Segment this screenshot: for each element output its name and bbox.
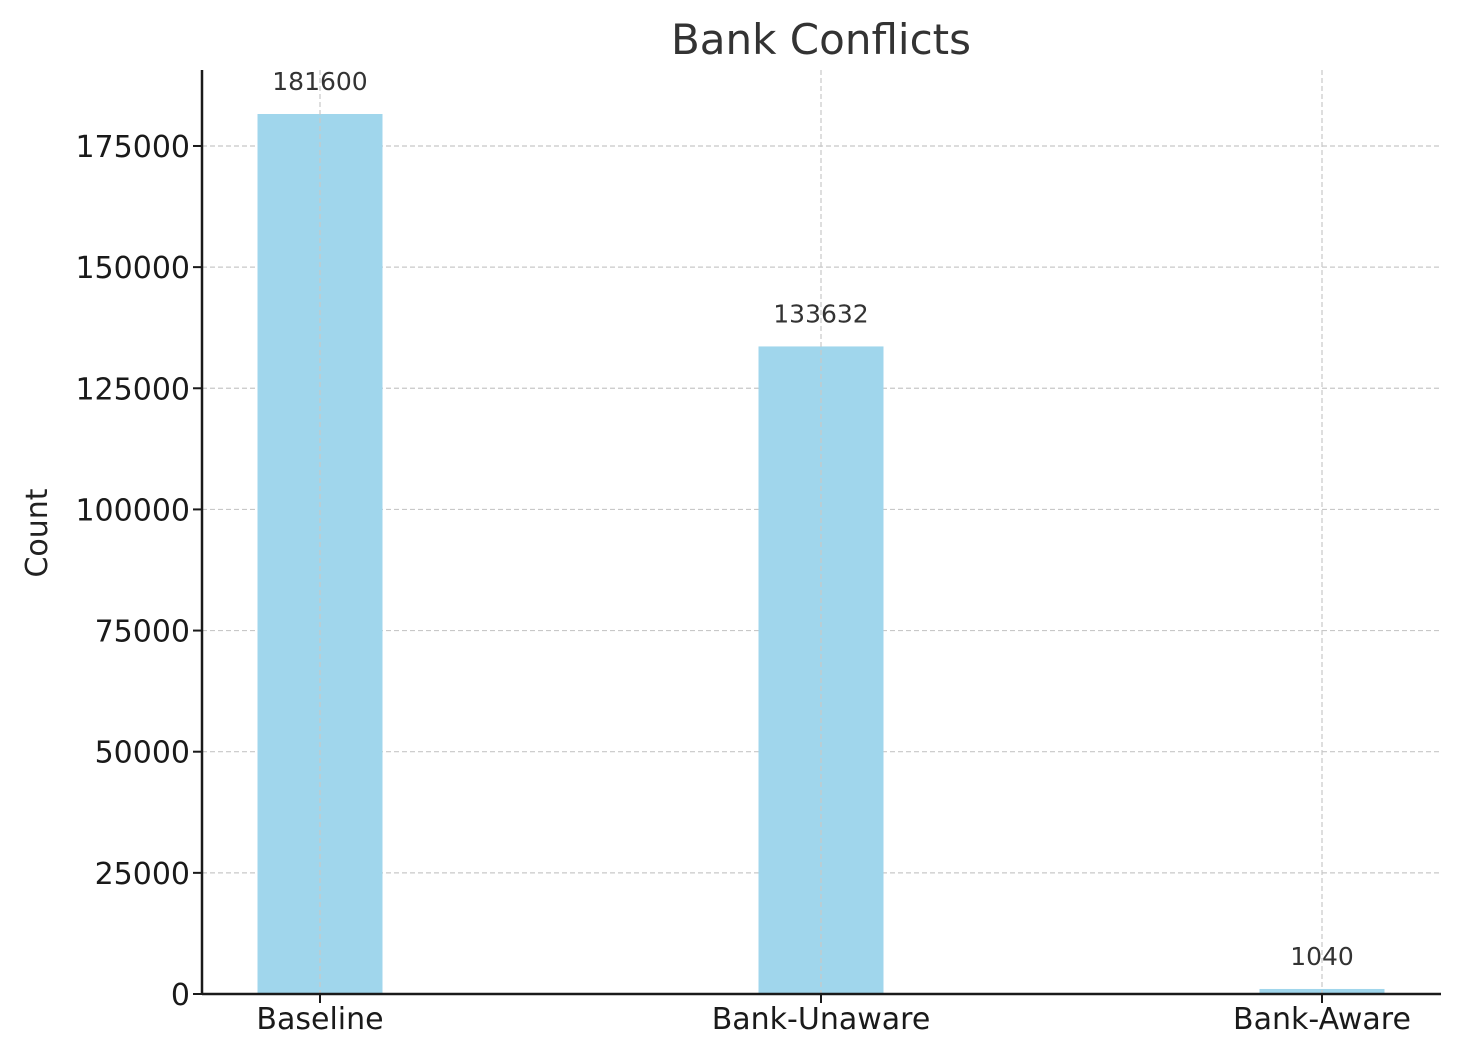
- y-tick-label: 50000: [95, 736, 190, 771]
- y-tick-label: 0: [171, 978, 190, 1013]
- y-tick-label: 100000: [75, 493, 190, 528]
- y-tick-label: 75000: [95, 615, 190, 650]
- y-tick-label: 125000: [75, 372, 190, 407]
- y-tick-label: 150000: [75, 251, 190, 286]
- y-axis-label: Count: [20, 488, 55, 577]
- x-tick-label: Bank-Aware: [1233, 1002, 1411, 1037]
- chart-title: Bank Conflicts: [671, 15, 971, 64]
- bar-value-label: 133632: [773, 299, 868, 328]
- axes: [193, 70, 1441, 1003]
- bar-value-label: 1040: [1290, 942, 1354, 971]
- labels: 0 25000 50000 75000 100000 125000 150000 175000…: [75, 67, 1410, 1037]
- y-tick-label: 25000: [95, 857, 190, 892]
- x-tick-label: Baseline: [256, 1002, 383, 1037]
- x-tick-label: Bank-Unaware: [712, 1002, 931, 1037]
- bar-value-label: 181600: [272, 67, 367, 96]
- y-tick-label: 175000: [75, 130, 190, 165]
